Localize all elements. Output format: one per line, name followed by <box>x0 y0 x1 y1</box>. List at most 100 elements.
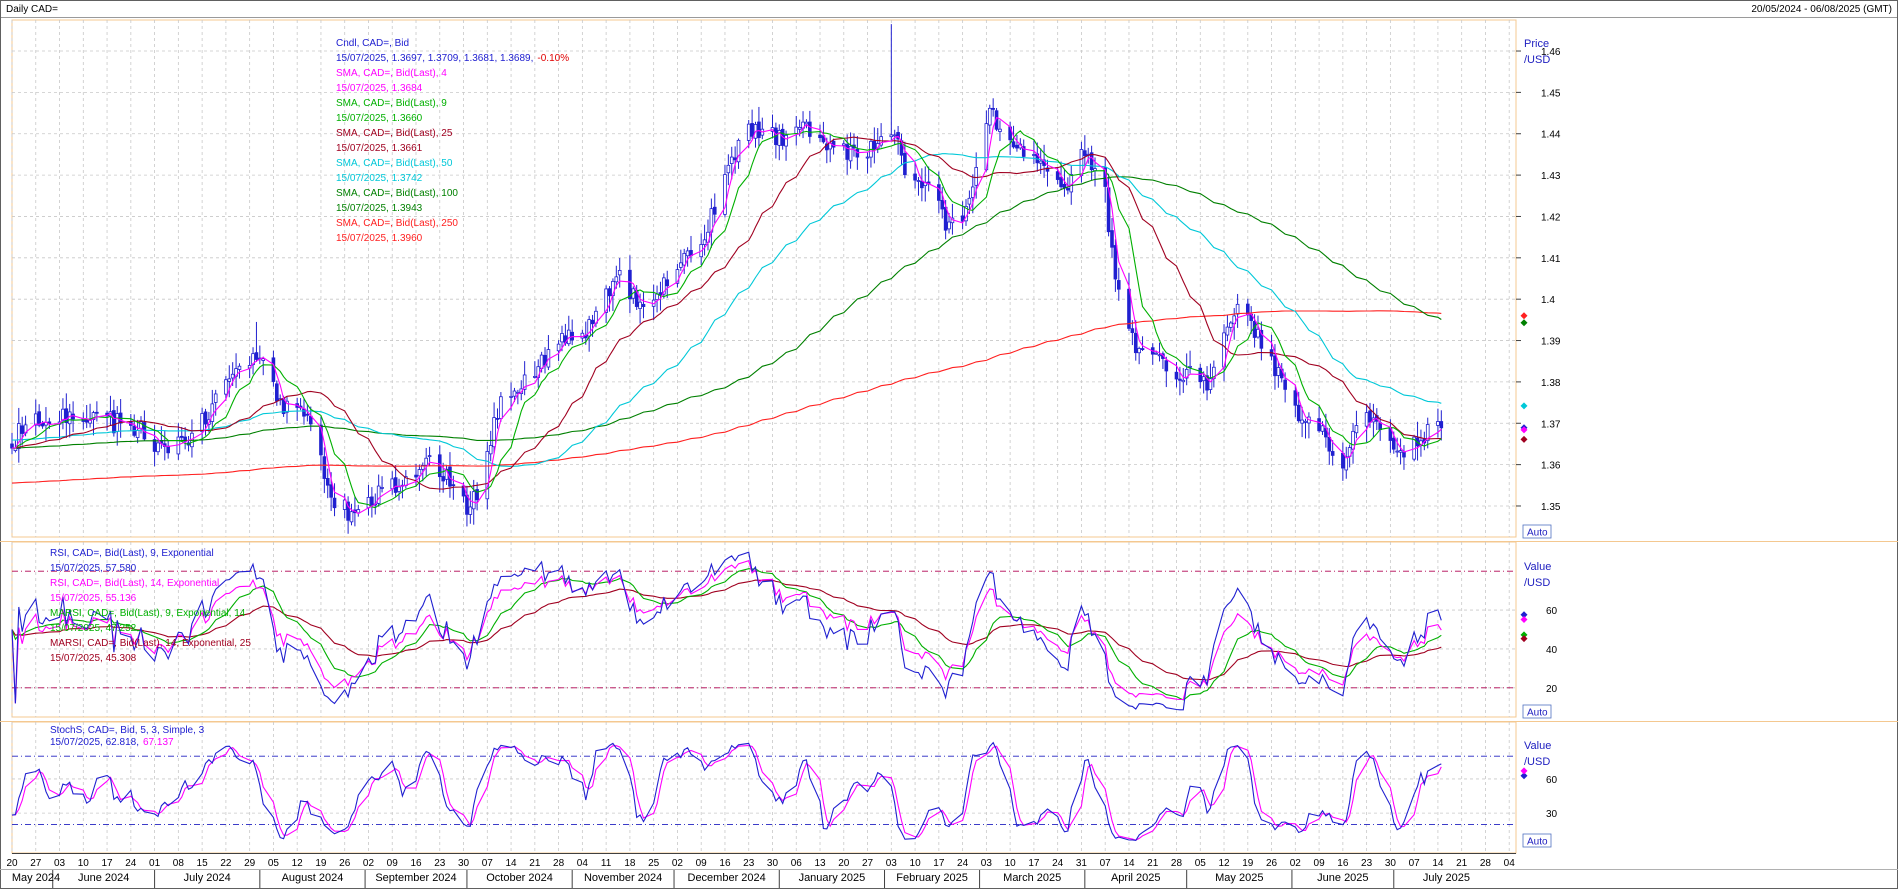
candle-body <box>746 123 751 141</box>
candle-body <box>556 343 561 352</box>
x-axis-day-label: 21 <box>529 858 541 869</box>
x-axis-day-label: 23 <box>743 858 755 869</box>
price-auto-button-frame[interactable] <box>1522 524 1552 539</box>
rsi-auto-button-frame[interactable] <box>1522 704 1552 719</box>
candle-body <box>967 197 972 205</box>
x-axis-day-label: 28 <box>1171 858 1183 869</box>
candle-body <box>750 123 754 137</box>
candle-body <box>285 400 289 413</box>
rsi-axis-title: /USD <box>1524 577 1550 589</box>
x-axis-day-label: 25 <box>648 858 660 869</box>
stochastic-axis-tick-label: 60 <box>1546 775 1558 786</box>
x-axis-day-label: 03 <box>981 858 993 869</box>
candle-body <box>998 128 1002 132</box>
candle-body <box>112 410 116 434</box>
x-axis-day-label: 24 <box>125 858 137 869</box>
x-axis-month-label: June 2025 <box>1317 872 1368 884</box>
x-axis-day-label: 03 <box>54 858 66 869</box>
legend-entry-value: 15/07/2025, 1.3661 <box>336 143 423 154</box>
price-axis-tick-label: 1.42 <box>1541 212 1561 223</box>
sma-250-line <box>11 310 1442 484</box>
candle-body <box>1317 418 1321 432</box>
stochastic-auto-button[interactable]: Auto <box>1522 833 1552 848</box>
candle-body <box>539 354 544 369</box>
x-axis-day-label: 30 <box>1385 858 1397 869</box>
x-axis-day-label: 27 <box>30 858 42 869</box>
price-axis-title: /USD <box>1524 54 1550 66</box>
x-axis-day-label: 06 <box>791 858 803 869</box>
axes-layer: 1.46 1.45 1.44 1.43 1.42 1.41 1.4 1.39 1.38 1.37 1… <box>0 38 1898 888</box>
candle-body <box>1015 144 1019 149</box>
candle-body <box>804 121 809 125</box>
rsi-14-line <box>11 560 1442 704</box>
candle-body <box>451 484 456 487</box>
sma-25-line <box>12 136 1442 490</box>
marsi-9-line <box>11 568 1442 701</box>
candle-body <box>91 412 96 420</box>
candle-body <box>1059 177 1063 188</box>
price-axis-tick-label: 1.36 <box>1541 461 1561 472</box>
price-axis-tick-label: 1.35 <box>1541 502 1561 513</box>
candle-body <box>1178 378 1182 381</box>
candle-body <box>991 107 995 110</box>
candle-body <box>495 417 500 420</box>
candle-body <box>380 487 384 489</box>
candle-body <box>179 435 184 438</box>
candle-body <box>1273 355 1277 377</box>
candle-body <box>468 506 473 515</box>
candle-body <box>675 269 680 284</box>
x-axis-day-label: 03 <box>886 858 898 869</box>
candle-body <box>203 411 208 425</box>
x-axis-month-label: January 2025 <box>799 872 866 884</box>
price-auto-button[interactable]: Auto <box>1522 524 1552 539</box>
x-axis-day-label: 24 <box>957 858 969 869</box>
candle-body <box>757 121 761 138</box>
candle-body <box>1154 352 1158 355</box>
chart-window-title: Daily CAD= <box>6 4 58 15</box>
x-axis-day-label: 08 <box>173 858 185 869</box>
candle-body <box>685 250 690 257</box>
candle-body <box>95 411 99 414</box>
candle-body <box>818 134 822 139</box>
x-axis-month-label: March 2025 <box>1003 872 1061 884</box>
candle-body <box>533 376 537 378</box>
candle-body <box>729 156 734 164</box>
legend-entry-name: StochS, CAD=, Bid, 5, 3, Simple, 3 <box>50 725 205 736</box>
candle-body <box>471 491 476 510</box>
candle-body <box>227 378 232 382</box>
stochastic-k-marker <box>1520 772 1528 780</box>
legend-entry-name: SMA, CAD=, Bid(Last), 50 <box>336 158 453 169</box>
candle-body <box>1439 421 1444 429</box>
candle-body <box>682 253 687 266</box>
candle-body <box>325 478 330 486</box>
candle-body <box>10 443 14 449</box>
candle-body <box>319 424 323 456</box>
x-axis-day-label: 14 <box>1123 858 1135 869</box>
candle-body <box>224 379 228 395</box>
candle-body <box>1201 376 1206 382</box>
candle-body <box>332 497 337 509</box>
x-axis-month-label: August 2024 <box>282 872 344 884</box>
candle-body <box>777 130 782 146</box>
x-axis-day-label: 18 <box>624 858 636 869</box>
legend-entry-value: 15/07/2025, 1.3660 <box>336 113 423 124</box>
stochastic-auto-button-frame[interactable] <box>1522 833 1552 848</box>
marsi-9-marker <box>1520 631 1528 639</box>
x-axis-month-label: July 2024 <box>184 872 231 884</box>
rsi-axis-title: Value <box>1524 561 1551 573</box>
candle-body <box>841 143 846 146</box>
x-axis-day-label: 17 <box>101 858 113 869</box>
candle-body <box>424 457 428 466</box>
rsi-auto-button[interactable]: Auto <box>1522 704 1552 719</box>
x-axis-day-label: 07 <box>482 858 494 869</box>
legend-layer: Cndl, CAD=, Bid 15/07/2025, 1.3697, 1.370… <box>50 38 569 748</box>
sma-25-marker <box>1520 435 1528 443</box>
candle-body <box>356 509 361 514</box>
candle-body <box>20 425 24 434</box>
candle-body <box>414 474 418 478</box>
x-axis-day-label: 26 <box>1266 858 1278 869</box>
candle-body <box>1174 371 1179 380</box>
x-axis-day-label: 31 <box>1076 858 1088 869</box>
candle-body <box>1208 378 1213 390</box>
